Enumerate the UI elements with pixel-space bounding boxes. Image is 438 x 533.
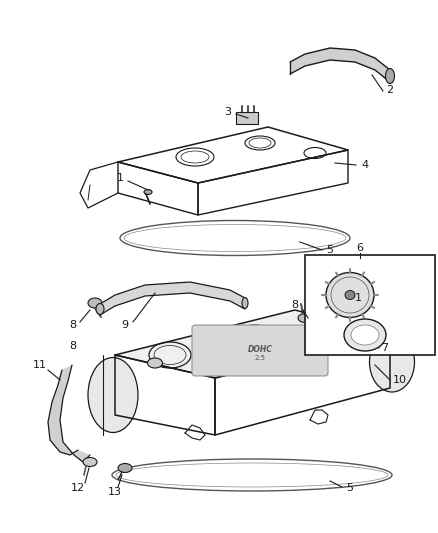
- Text: 5: 5: [346, 483, 353, 493]
- Ellipse shape: [385, 69, 395, 84]
- Text: 2: 2: [386, 85, 394, 95]
- Text: 1: 1: [117, 173, 124, 183]
- Text: 8: 8: [291, 300, 299, 310]
- Text: 13: 13: [108, 487, 122, 497]
- Text: 1: 1: [354, 293, 361, 303]
- Ellipse shape: [326, 272, 374, 318]
- Ellipse shape: [83, 457, 97, 466]
- Polygon shape: [48, 365, 90, 462]
- Polygon shape: [115, 310, 390, 378]
- Ellipse shape: [370, 332, 414, 392]
- Ellipse shape: [351, 325, 379, 345]
- Text: DOHC: DOHC: [247, 345, 272, 354]
- Text: 4: 4: [361, 160, 368, 170]
- Ellipse shape: [144, 190, 152, 195]
- Text: 8: 8: [70, 320, 77, 330]
- FancyBboxPatch shape: [236, 112, 258, 124]
- Ellipse shape: [298, 313, 312, 322]
- Ellipse shape: [88, 358, 138, 432]
- Ellipse shape: [351, 309, 369, 321]
- Ellipse shape: [336, 308, 344, 312]
- Text: 8: 8: [70, 341, 77, 351]
- FancyBboxPatch shape: [192, 325, 328, 376]
- Text: 2.5: 2.5: [254, 355, 265, 361]
- Ellipse shape: [148, 358, 162, 368]
- Text: 12: 12: [71, 483, 85, 493]
- Polygon shape: [100, 282, 245, 315]
- Text: 10: 10: [393, 375, 407, 385]
- Text: 3: 3: [225, 107, 232, 117]
- Ellipse shape: [88, 298, 102, 308]
- Text: 9: 9: [121, 320, 129, 330]
- Text: 11: 11: [33, 360, 47, 370]
- Ellipse shape: [96, 303, 104, 314]
- Bar: [305, 255, 435, 355]
- Ellipse shape: [242, 297, 248, 309]
- Text: 6: 6: [357, 243, 364, 253]
- Polygon shape: [290, 48, 390, 82]
- Text: 7: 7: [381, 343, 389, 353]
- Ellipse shape: [345, 290, 355, 300]
- Ellipse shape: [344, 319, 386, 351]
- Ellipse shape: [118, 464, 132, 472]
- Text: 5: 5: [326, 245, 333, 255]
